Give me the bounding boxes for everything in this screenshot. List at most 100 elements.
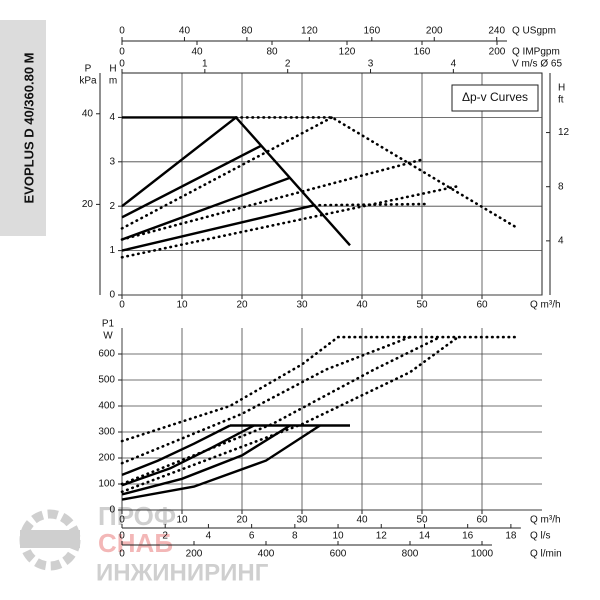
watermark-text: ИНЖИНИРИНГ xyxy=(96,559,269,586)
tick-label: 2 xyxy=(285,59,291,70)
tick-label: 4 xyxy=(206,531,212,542)
axis-label: Q USgpm xyxy=(512,26,556,37)
y-tick-label: 0 xyxy=(109,505,115,516)
curve xyxy=(120,184,460,259)
tick-label: 200 xyxy=(186,549,203,560)
curve xyxy=(121,116,237,208)
x-tick-label: 0 xyxy=(119,300,125,311)
tick-label: 3 xyxy=(368,59,374,70)
y3-axis-unit: ft xyxy=(558,95,564,106)
tick-label: 160 xyxy=(414,47,431,58)
y-axis-unit: W xyxy=(103,331,113,342)
x-tick-label: 40 xyxy=(356,300,368,311)
tick-label: 8 xyxy=(292,531,298,542)
tick-label: 1 xyxy=(202,59,208,70)
x-tick-label: 20 xyxy=(236,300,248,311)
tick-label: 14 xyxy=(419,531,431,542)
watermark-text: СНАБ xyxy=(98,528,173,558)
watermark-gear xyxy=(19,509,81,571)
y-tick-label: 500 xyxy=(98,375,115,386)
tick-label: 16 xyxy=(462,531,474,542)
y-axis-unit: m xyxy=(109,76,117,87)
y-tick-label: 2 xyxy=(109,201,115,212)
watermark: ПРОФ СНАБ ИНЖИНИРИНГ xyxy=(19,501,269,586)
axis-label: Q l/min xyxy=(530,549,562,560)
curve xyxy=(121,204,315,252)
curve xyxy=(121,176,291,241)
watermark-text: ПРОФ xyxy=(98,501,176,531)
annotation-box xyxy=(451,84,539,112)
tick-label: 6 xyxy=(249,531,255,542)
curve xyxy=(234,116,520,230)
y2-axis-unit: kPa xyxy=(79,76,97,87)
x-tick-label: 20 xyxy=(236,515,248,526)
tick-label: 40 xyxy=(82,108,94,119)
tick-label: 20 xyxy=(82,199,94,210)
x-axis-label: Q m³/h xyxy=(530,515,561,526)
tick-label: 2 xyxy=(162,531,168,542)
y-axis-label: H xyxy=(109,64,116,75)
x-tick-label: 10 xyxy=(176,515,188,526)
tick-label: 8 xyxy=(558,181,564,192)
watermark-bar xyxy=(20,530,80,548)
curve xyxy=(120,116,334,230)
tick-label: 800 xyxy=(402,549,419,560)
y-tick-label: 100 xyxy=(98,479,115,490)
title-band xyxy=(0,20,46,236)
y-tick-label: 1 xyxy=(109,245,115,256)
curve xyxy=(121,424,321,501)
tick-label: 0 xyxy=(119,26,125,37)
tick-label: 600 xyxy=(330,549,347,560)
tick-label: 400 xyxy=(258,549,275,560)
axis-label: Q l/s xyxy=(530,531,551,542)
tick-label: 1000 xyxy=(471,549,494,560)
curve xyxy=(121,424,255,487)
x-tick-label: 50 xyxy=(416,515,428,526)
tick-label: 0 xyxy=(119,549,125,560)
curve xyxy=(312,202,430,207)
tick-label: 160 xyxy=(363,26,380,37)
curve xyxy=(121,144,263,219)
y-tick-label: 4 xyxy=(109,112,115,123)
tick-label: 12 xyxy=(376,531,388,542)
curve xyxy=(120,158,424,241)
x-tick-label: 0 xyxy=(119,515,125,526)
curve xyxy=(120,335,460,494)
tick-label: 40 xyxy=(191,47,203,58)
tick-label: 200 xyxy=(489,47,506,58)
tick-label: 120 xyxy=(339,47,356,58)
tick-label: 12 xyxy=(558,127,570,138)
tick-label: 200 xyxy=(426,26,443,37)
x-tick-label: 60 xyxy=(476,300,488,311)
axis-label: Q IMPgpm xyxy=(512,47,560,58)
x-tick-label: 30 xyxy=(296,515,308,526)
tick-label: 40 xyxy=(179,26,191,37)
y-tick-label: 400 xyxy=(98,401,115,412)
y2-axis-label: P xyxy=(85,64,92,75)
tick-label: 120 xyxy=(301,26,318,37)
tick-label: 0 xyxy=(119,59,125,70)
tick-label: 80 xyxy=(266,47,278,58)
y-tick-label: 3 xyxy=(109,156,115,167)
tick-label: 10 xyxy=(332,531,344,542)
x-tick-label: 50 xyxy=(416,300,428,311)
y3-axis-label: H xyxy=(558,83,565,94)
x-tick-label: 60 xyxy=(476,515,488,526)
y-tick-label: 300 xyxy=(98,427,115,438)
vertical-title: EVOPLUS D 40/360.80 M xyxy=(21,52,36,203)
y-axis-label: P1 xyxy=(102,319,115,330)
y-tick-label: 600 xyxy=(98,349,115,360)
tick-label: 4 xyxy=(451,59,457,70)
y-tick-label: 0 xyxy=(109,290,115,301)
tick-label: 0 xyxy=(119,47,125,58)
x-tick-label: 10 xyxy=(176,300,188,311)
annotation: Δp-v Curves xyxy=(462,90,528,104)
y-tick-label: 200 xyxy=(98,453,115,464)
tick-label: 0 xyxy=(119,531,125,542)
curve xyxy=(120,335,520,443)
curve xyxy=(120,335,442,486)
x-tick-label: 30 xyxy=(296,300,308,311)
tick-label: 80 xyxy=(241,26,253,37)
curve xyxy=(121,424,231,477)
